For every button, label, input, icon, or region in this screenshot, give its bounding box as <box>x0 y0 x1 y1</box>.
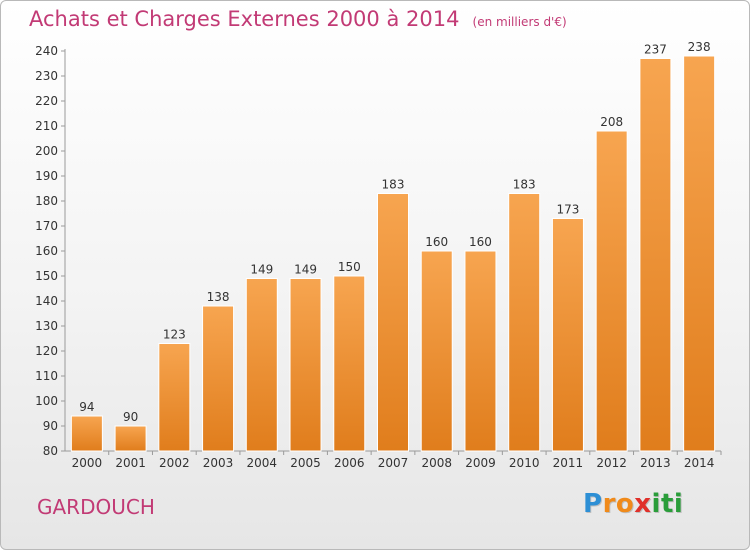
y-tick-label: 200 <box>35 144 58 158</box>
x-tick-label: 2000 <box>72 456 103 470</box>
bar <box>420 250 453 452</box>
bar-value-label: 149 <box>294 263 317 277</box>
logo-letter: x <box>634 489 652 519</box>
chart-axes: 80 90 100 110 120 130 140 150 160 170 180 190 200 210… <box>35 44 722 470</box>
x-tick-label: 2001 <box>115 456 146 470</box>
bar <box>595 130 628 452</box>
x-tick-label: 2003 <box>203 456 234 470</box>
bar-value-label: 208 <box>600 115 623 129</box>
bar <box>377 193 409 452</box>
chart-title-text: Achats et Charges Externes 2000 à 2014 <box>29 7 460 31</box>
y-tick-label: 240 <box>35 44 58 58</box>
bar-value-label: 160 <box>469 235 492 249</box>
y-tick-label: 230 <box>35 69 58 83</box>
bar <box>551 218 584 452</box>
logo-letter: r <box>602 489 616 519</box>
logo-letter: t <box>660 489 674 519</box>
chart-unit-label: (en milliers d'€) <box>472 15 567 29</box>
bar <box>333 275 366 452</box>
bar <box>289 278 322 452</box>
y-tick-label: 100 <box>35 394 58 408</box>
x-tick-label: 2010 <box>509 456 540 470</box>
y-tick-label: 190 <box>35 169 58 183</box>
y-tick-label: 140 <box>35 294 58 308</box>
bar-value-label: 160 <box>425 235 448 249</box>
bar-value-label: 138 <box>207 290 230 304</box>
bar-value-label: 183 <box>513 178 536 192</box>
bar <box>245 278 278 452</box>
place-name: GARDOUCH <box>37 495 155 519</box>
x-tick-label: 2014 <box>684 456 715 470</box>
bar <box>114 425 147 452</box>
y-tick-label: 160 <box>35 244 58 258</box>
logo-letter: o <box>615 489 635 519</box>
bar <box>464 250 497 452</box>
proxiti-logo: Proxiti <box>583 489 683 519</box>
bar <box>683 55 716 452</box>
x-tick-label: 2012 <box>596 456 627 470</box>
y-tick-label: 150 <box>35 269 58 283</box>
bar-value-label: 173 <box>556 203 579 217</box>
bar-value-label: 149 <box>250 263 273 277</box>
x-tick-label: 2008 <box>421 456 452 470</box>
bar-value-label: 90 <box>123 410 138 424</box>
bar-value-label: 238 <box>688 40 711 54</box>
y-tick-label: 90 <box>43 419 58 433</box>
y-tick-label: 80 <box>43 444 58 458</box>
x-tick-label: 2002 <box>159 456 190 470</box>
x-tick-label: 2009 <box>465 456 496 470</box>
x-tick-label: 2006 <box>334 456 365 470</box>
bar-value-label: 150 <box>338 260 361 274</box>
chart-title: Achats et Charges Externes 2000 à 2014 (… <box>29 7 567 31</box>
logo-letter: i <box>673 489 684 519</box>
y-tick-label: 220 <box>35 94 58 108</box>
logo-letter: P <box>583 489 603 519</box>
y-tick-label: 110 <box>35 369 58 383</box>
y-tick-label: 180 <box>35 194 58 208</box>
bar-value-label: 123 <box>163 328 186 342</box>
bar <box>202 305 235 452</box>
x-tick-label: 2004 <box>247 456 278 470</box>
y-tick-label: 170 <box>35 219 58 233</box>
x-tick-label: 2011 <box>553 456 584 470</box>
bar-value-label: 237 <box>644 43 667 57</box>
chart-data-labels: 94 90 123 138 149 149 150 183 160 160 183 173 208 237… <box>79 40 710 424</box>
x-tick-label: 2013 <box>640 456 671 470</box>
bar <box>70 415 103 452</box>
y-tick-label: 210 <box>35 119 58 133</box>
x-tick-label: 2005 <box>290 456 321 470</box>
bar-value-label: 94 <box>79 400 94 414</box>
y-tick-label: 130 <box>35 319 58 333</box>
bar-value-label: 183 <box>382 178 405 192</box>
bar <box>508 193 541 452</box>
bar <box>639 58 672 452</box>
bar <box>158 343 191 452</box>
logo-letter: i <box>651 489 661 519</box>
x-tick-label: 2007 <box>378 456 409 470</box>
chart-bars <box>70 55 716 452</box>
y-tick-label: 120 <box>35 344 58 358</box>
